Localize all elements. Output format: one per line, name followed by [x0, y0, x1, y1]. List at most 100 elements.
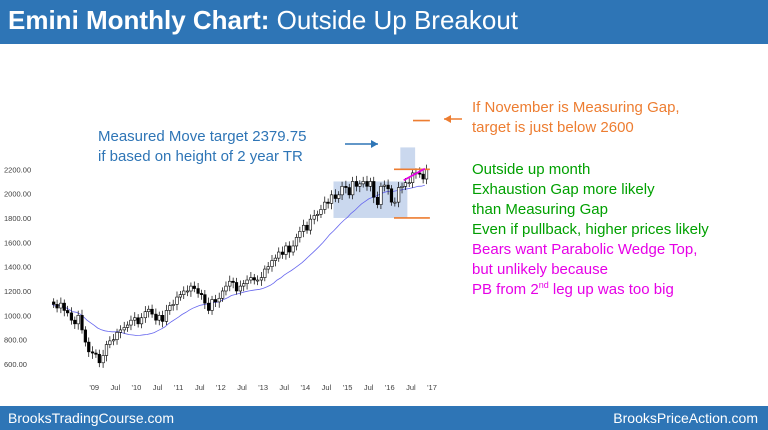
candle-body — [168, 305, 172, 311]
candle-body — [150, 308, 154, 315]
candle-body — [263, 268, 267, 278]
annotation-measuring-gap: If November is Measuring Gap, target is … — [472, 98, 680, 138]
measured-move-arrow-head — [371, 140, 378, 148]
candle-body — [66, 310, 70, 314]
candle-body — [59, 302, 63, 309]
candle-body — [393, 201, 397, 204]
candle-body — [52, 301, 56, 305]
candle-body — [115, 332, 119, 340]
x-tick-label: Jul — [279, 383, 289, 392]
candle-body — [97, 353, 101, 364]
candle-body — [273, 257, 277, 261]
candle-body — [217, 297, 221, 303]
candle-body — [291, 245, 295, 253]
candle-body — [94, 352, 98, 355]
candle-body — [171, 304, 175, 306]
candle-body — [139, 317, 144, 325]
candle-body — [80, 315, 84, 331]
candle-body — [175, 296, 179, 305]
candle-body — [83, 329, 87, 343]
candle-body — [379, 186, 383, 205]
y-tick-label: 1800.00 — [4, 214, 31, 223]
x-tick-label: '13 — [258, 383, 268, 392]
x-tick-label: '12 — [216, 383, 226, 392]
x-tick-label: Jul — [153, 383, 163, 392]
candle-body — [354, 181, 359, 187]
y-tick-label: 600.00 — [4, 360, 27, 369]
annotation-magenta-1: Bears want Parabolic Wedge Top, — [472, 241, 698, 258]
candle-body — [333, 194, 337, 199]
candle-body — [118, 329, 123, 333]
footer-right-site: BrooksPriceAction.com — [613, 410, 758, 426]
x-tick-label: '09 — [89, 383, 99, 392]
candle-body — [196, 288, 200, 294]
candle-body — [340, 186, 344, 196]
candle-body — [108, 340, 112, 345]
candle-body — [73, 319, 77, 325]
x-tick-label: '16 — [385, 383, 395, 392]
annotation-magenta-3-sup: nd — [538, 280, 549, 290]
candle-body — [266, 266, 270, 270]
page-title: Emini Monthly Chart: Outside Up Breakout — [8, 5, 518, 36]
candle-body — [382, 184, 386, 187]
candle-body — [245, 279, 249, 284]
candle-body — [62, 302, 66, 311]
candle-body — [287, 245, 291, 253]
annotation-measured-move-line2: if based on height of 2 year TR — [98, 148, 303, 165]
candle-body — [101, 355, 105, 364]
candle-body — [185, 290, 190, 293]
candle-body — [358, 183, 362, 187]
candle-body — [365, 181, 369, 187]
y-tick-label: 2200.00 — [4, 165, 31, 174]
measuring-gap-arrow-head — [444, 115, 451, 123]
candle-body — [368, 181, 372, 187]
y-tick-label: 1400.00 — [4, 263, 31, 272]
moving-average-line — [51, 184, 425, 336]
candle-body — [104, 344, 109, 356]
y-tick-label: 1200.00 — [4, 287, 31, 296]
candle-body — [407, 182, 411, 184]
x-tick-label: Jul — [406, 383, 416, 392]
candle-body — [224, 285, 228, 292]
candle-body — [231, 280, 235, 283]
x-tick-label: '15 — [343, 383, 353, 392]
candle-body — [125, 324, 130, 328]
y-tick-label: 800.00 — [4, 336, 27, 345]
annotation-magenta-3-pre: PB from 2 — [472, 281, 539, 298]
annotation-green-4: Even if pullback, higher prices likely — [472, 221, 709, 238]
candle-body — [182, 290, 186, 295]
x-tick-label: '11 — [174, 383, 183, 392]
candle-body — [326, 201, 330, 204]
candle-body — [344, 186, 348, 188]
candle-body — [315, 214, 320, 216]
candle-body — [397, 187, 401, 203]
candle-body — [256, 279, 260, 282]
candle-body — [199, 293, 204, 295]
candle-body — [319, 209, 323, 215]
candle-body — [418, 172, 422, 175]
annotation-green-1: Outside up month — [472, 161, 591, 178]
candle-body — [270, 260, 274, 267]
x-tick-label: '14 — [300, 383, 310, 392]
candle-body — [154, 313, 158, 321]
candle-body — [213, 299, 218, 303]
x-tick-label: Jul — [237, 383, 247, 392]
candle-body — [298, 231, 302, 238]
title-rest: Outside Up Breakout — [276, 5, 519, 35]
candle-body — [220, 290, 225, 299]
candle-body — [329, 194, 334, 204]
candle-body — [347, 187, 351, 196]
candle-body — [133, 317, 137, 321]
measured-move-box — [400, 147, 416, 170]
annotation-measuring-gap-line2: target is just below 2600 — [472, 119, 634, 136]
candle-body — [129, 319, 133, 326]
candle-body — [161, 315, 165, 322]
candle-body — [305, 224, 309, 231]
parabolic-wedge-line — [403, 167, 426, 182]
candle-body — [210, 299, 214, 311]
x-tick-label: '17 — [427, 383, 437, 392]
candle-body — [55, 304, 59, 309]
candle-body — [178, 294, 182, 298]
y-tick-label: 1000.00 — [4, 311, 31, 320]
candle-body — [164, 310, 169, 322]
